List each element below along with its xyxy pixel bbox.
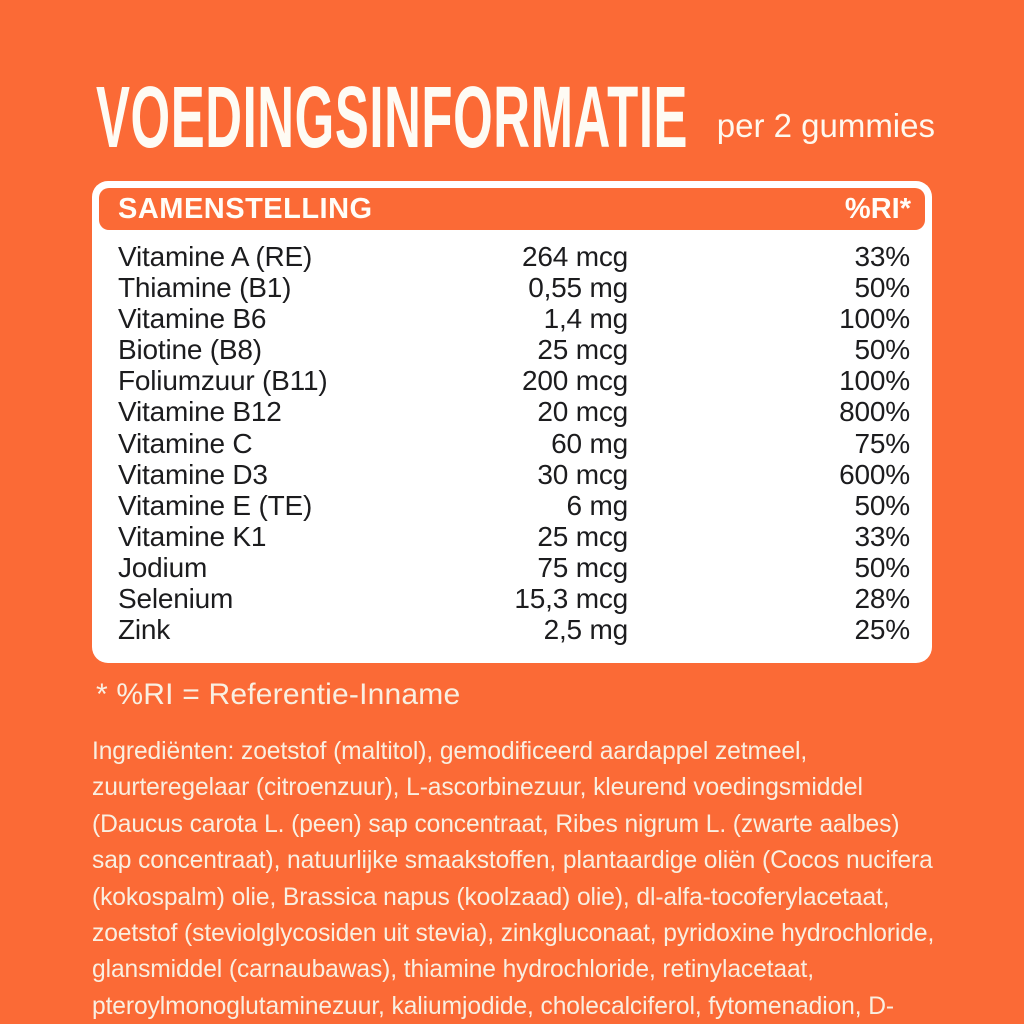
nutrient-ri: 25% xyxy=(854,614,911,646)
nutrient-amount: 2,5 mg xyxy=(543,614,629,646)
nutrient-name: Zink xyxy=(118,614,171,646)
nutrient-amount: 60 mg xyxy=(551,427,628,459)
table-row: Foliumzuur (B11) 200 mcg 100% xyxy=(118,365,910,396)
nutrient-name: Vitamine B12 xyxy=(118,396,282,428)
table-row: Vitamine A (RE) 264 mcg 33% xyxy=(118,241,910,272)
serving-size-label: per 2 gummies xyxy=(716,107,935,144)
nutrient-ri: 50% xyxy=(854,489,911,521)
nutrient-name: Vitamine B6 xyxy=(118,303,267,335)
nutrient-ri: 50% xyxy=(854,551,911,583)
nutrient-amount: 30 mcg xyxy=(537,458,628,490)
table-row: Biotine (B8) 25 mcg 50% xyxy=(118,334,910,365)
nutrient-ri: 600% xyxy=(839,458,910,490)
table-row: Zink 2,5 mg 25% xyxy=(118,614,910,645)
ri-footnote: * %RI = Referentie-Inname xyxy=(96,678,461,711)
nutrient-ri: 28% xyxy=(854,583,911,615)
nutrient-amount: 264 mcg xyxy=(522,241,628,272)
nutrient-ri: 33% xyxy=(854,241,911,272)
nutrient-amount: 15,3 mcg xyxy=(514,583,628,615)
table-row: Vitamine B6 1,4 mg 100% xyxy=(118,303,910,334)
nutrient-name: Vitamine E (TE) xyxy=(118,489,313,521)
nutrient-amount: 200 mcg xyxy=(522,365,628,397)
table-header-bar: SAMENSTELLING %RI* xyxy=(99,188,925,230)
nutrient-ri: 50% xyxy=(854,272,911,304)
page-title: VOEDINGSINFORMATIE xyxy=(96,69,689,166)
nutrient-ri: 100% xyxy=(839,365,910,397)
nutrient-amount: 75 mcg xyxy=(537,551,628,583)
nutrient-amount: 0,55 mg xyxy=(528,272,628,304)
nutrition-panel: SAMENSTELLING %RI* Vitamine A (RE) 264 m… xyxy=(92,181,932,663)
nutrient-amount: 25 mcg xyxy=(537,520,628,552)
nutrient-name: Selenium xyxy=(118,583,234,615)
nutrient-name: Biotine (B8) xyxy=(118,334,262,366)
nutrient-ri: 50% xyxy=(854,334,911,366)
table-row: Vitamine E (TE) 6 mg 50% xyxy=(118,490,910,521)
composition-header-label: SAMENSTELLING xyxy=(118,192,373,225)
nutrient-table: Vitamine A (RE) 264 mcg 33% Thiamine (B1… xyxy=(99,230,925,645)
nutrient-amount: 1,4 mg xyxy=(543,303,629,335)
table-row: Selenium 15,3 mcg 28% xyxy=(118,583,910,614)
nutrient-name: Jodium xyxy=(118,551,208,583)
ingredients-text: Ingrediënten: zoetstof (maltitol), gemod… xyxy=(92,738,935,1020)
nutrient-name: Thiamine (B1) xyxy=(118,272,292,304)
nutrient-name: Vitamine C xyxy=(118,427,253,459)
table-row: Vitamine B12 20 mcg 800% xyxy=(118,396,910,427)
table-row: Vitamine C 60 mg 75% xyxy=(118,428,910,459)
ri-header-label: %RI* xyxy=(844,192,911,225)
table-row: Vitamine D3 30 mcg 600% xyxy=(118,459,910,490)
nutrient-ri: 33% xyxy=(854,520,911,552)
table-row: Thiamine (B1) 0,55 mg 50% xyxy=(118,272,910,303)
nutrient-name: Vitamine D3 xyxy=(118,458,268,490)
nutrient-amount: 6 mg xyxy=(566,489,629,521)
nutrient-amount: 20 mcg xyxy=(537,396,628,428)
nutrient-amount: 25 mcg xyxy=(537,334,628,366)
nutrient-name: Foliumzuur (B11) xyxy=(118,365,328,397)
nutrient-ri: 75% xyxy=(854,427,911,459)
nutrient-ri: 100% xyxy=(839,303,910,335)
nutrient-ri: 800% xyxy=(839,396,910,428)
nutrient-name: Vitamine K1 xyxy=(118,520,267,552)
title-row: VOEDINGSINFORMATIE per 2 gummies xyxy=(96,69,935,166)
nutrient-name: Vitamine A (RE) xyxy=(118,241,313,272)
table-row: Jodium 75 mcg 50% xyxy=(118,552,910,583)
table-row: Vitamine K1 25 mcg 33% xyxy=(118,521,910,552)
